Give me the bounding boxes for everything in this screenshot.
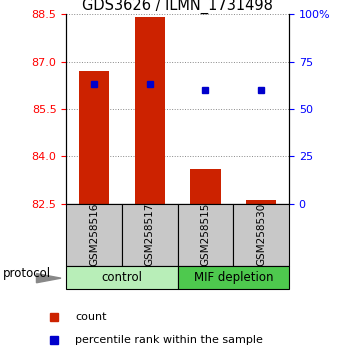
Bar xyxy=(66,204,122,266)
Text: MIF depletion: MIF depletion xyxy=(193,270,273,284)
Polygon shape xyxy=(36,274,61,283)
Text: GSM258516: GSM258516 xyxy=(89,203,99,266)
Text: GSM258515: GSM258515 xyxy=(201,203,210,266)
Text: protocol: protocol xyxy=(3,267,51,280)
Bar xyxy=(233,204,289,266)
Bar xyxy=(178,204,233,266)
Text: GSM258530: GSM258530 xyxy=(256,203,266,266)
Text: percentile rank within the sample: percentile rank within the sample xyxy=(75,335,263,345)
Bar xyxy=(79,71,109,204)
Text: count: count xyxy=(75,312,106,322)
Bar xyxy=(66,266,178,289)
Bar xyxy=(190,169,221,204)
Bar xyxy=(122,204,178,266)
Bar xyxy=(178,266,289,289)
Text: GSM258517: GSM258517 xyxy=(145,203,155,266)
Text: control: control xyxy=(101,270,142,284)
Bar xyxy=(246,200,276,204)
Title: GDS3626 / ILMN_1731498: GDS3626 / ILMN_1731498 xyxy=(82,0,273,14)
Bar xyxy=(135,17,165,204)
